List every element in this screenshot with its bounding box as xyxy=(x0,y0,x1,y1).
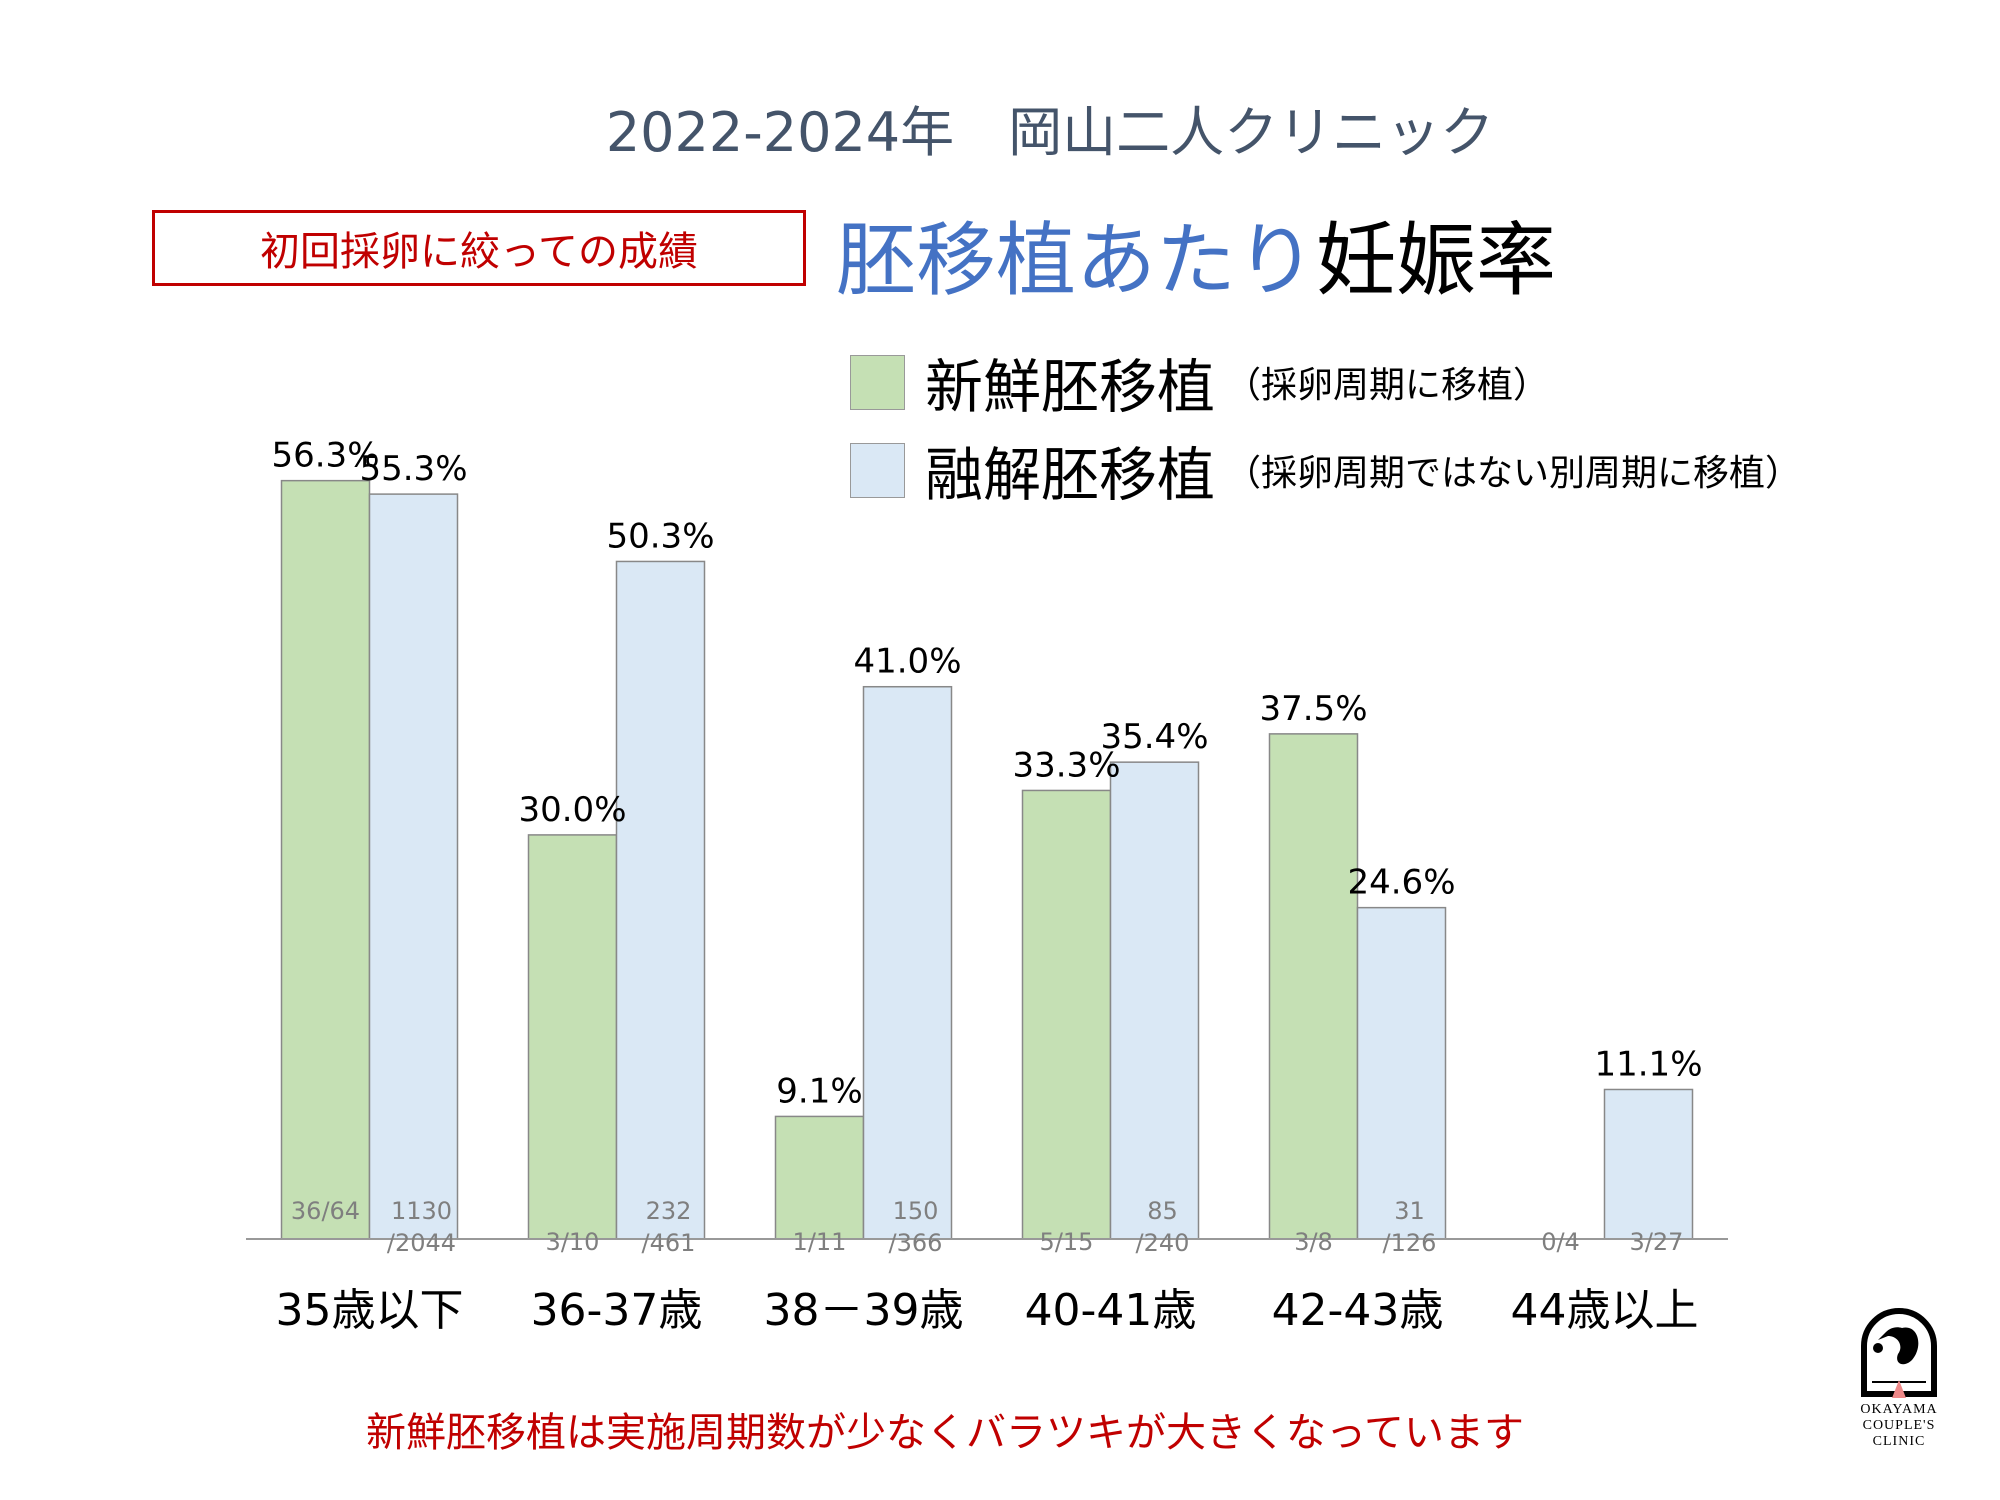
value-label-frozen-3: 35.4% xyxy=(1100,717,1208,757)
legend-sub-frozen: （採卵周期ではない別周期に移植） xyxy=(1225,453,1802,494)
value-label-frozen-1: 50.3% xyxy=(606,516,714,556)
fraction-label-frozen-0: 1130 xyxy=(391,1197,452,1225)
fraction-label-frozen-3: /240 xyxy=(1136,1229,1190,1257)
main-title: 胚移植あたり妊娠率 xyxy=(836,196,1556,312)
fraction-label-fresh-5: 0/4 xyxy=(1541,1228,1580,1256)
legend-item-frozen: 融解胚移植 （採卵周期ではない別周期に移植） xyxy=(850,428,1801,512)
legend-swatch-fresh xyxy=(850,354,905,410)
category-label-1: 36-37歳 xyxy=(531,1285,703,1336)
value-label-frozen-0: 55.3% xyxy=(359,449,467,489)
legend-sub-fresh: （採卵周期に移植） xyxy=(1225,365,1550,406)
legend-item-fresh: 新鮮胚移植 （採卵周期に移植） xyxy=(850,340,1549,424)
fraction-label-frozen-1: 232 xyxy=(646,1197,692,1225)
fraction-label-fresh-1: 3/10 xyxy=(546,1228,600,1256)
main-title-black: 妊娠率 xyxy=(1316,214,1556,307)
bar-frozen-5 xyxy=(1603,1088,1694,1240)
logo-text-line3: CLINIC xyxy=(1872,1434,1926,1449)
fraction-label-fresh-4: 3/8 xyxy=(1294,1228,1333,1256)
bar-fresh-4 xyxy=(1268,733,1359,1240)
fraction-label-fresh-2: 1/11 xyxy=(793,1228,847,1256)
logo-text-line2: COUPLE'S xyxy=(1862,1418,1936,1433)
logo-text-line1: OKAYAMA xyxy=(1860,1402,1938,1417)
legend-label-fresh: 新鮮胚移植 xyxy=(925,353,1216,421)
bar-frozen-0 xyxy=(368,493,459,1240)
legend-label-frozen: 融解胚移植 xyxy=(925,441,1216,509)
footnote: 新鮮胚移植は実施周期数が少なくバラツキが大きくなっています xyxy=(366,1410,1524,1456)
category-label-2: 38－39歳 xyxy=(764,1285,964,1336)
main-title-blue: 胚移植あたり xyxy=(836,214,1316,307)
value-label-fresh-4: 37.5% xyxy=(1259,689,1367,729)
fraction-label-frozen-5: 3/27 xyxy=(1630,1228,1684,1256)
value-label-fresh-3: 33.3% xyxy=(1012,745,1120,785)
fraction-label-frozen-2: 150 xyxy=(893,1197,939,1225)
category-label-0: 35歳以下 xyxy=(276,1285,464,1336)
value-label-fresh-0: 56.3% xyxy=(271,436,379,476)
fraction-label-frozen-4: /126 xyxy=(1383,1229,1437,1257)
bar-fresh-0 xyxy=(280,479,371,1240)
fraction-label-frozen-0: /2044 xyxy=(387,1229,456,1257)
bar-fresh-3 xyxy=(1021,789,1112,1240)
fraction-label-frozen-1: /461 xyxy=(642,1229,696,1257)
first-retrieval-note-box: 初回採卵に絞っての成績 xyxy=(152,210,806,286)
value-label-fresh-1: 30.0% xyxy=(518,790,626,830)
fraction-label-frozen-3: 85 xyxy=(1147,1197,1178,1225)
value-label-frozen-4: 24.6% xyxy=(1347,863,1455,903)
pregnancy-rate-chart: 56.3% 36/64 55.3% 1130/2044 35歳以下 30.0% 3/10 50… xyxy=(246,436,1728,1336)
bar-fresh-2 xyxy=(774,1115,865,1240)
clinic-title: 2022-2024年 岡山二人クリニック xyxy=(605,101,1495,164)
bar-fresh-1 xyxy=(527,834,618,1240)
fraction-label-frozen-4: 31 xyxy=(1394,1197,1425,1225)
bar-frozen-3 xyxy=(1109,761,1200,1240)
labels-layer: 56.3% 36/64 55.3% 1130/2044 35歳以下 30.0% 3/10 50… xyxy=(271,436,1702,1336)
fraction-label-fresh-3: 5/15 xyxy=(1040,1228,1094,1256)
fraction-label-fresh-0: 36/64 xyxy=(291,1197,360,1225)
bar-frozen-4 xyxy=(1356,906,1447,1240)
bar-frozen-1 xyxy=(615,560,706,1240)
fraction-label-frozen-2: /366 xyxy=(889,1229,943,1257)
bars-layer xyxy=(280,479,1694,1240)
category-label-3: 40-41歳 xyxy=(1025,1285,1197,1336)
value-label-frozen-5: 11.1% xyxy=(1594,1044,1702,1084)
value-label-fresh-2: 9.1% xyxy=(776,1071,862,1111)
category-label-5: 44歳以上 xyxy=(1511,1285,1699,1336)
legend-swatch-frozen xyxy=(850,442,905,498)
category-label-4: 42-43歳 xyxy=(1272,1285,1444,1336)
stork-icon xyxy=(1861,1308,1937,1398)
clinic-logo: OKAYAMA COUPLE'S CLINIC xyxy=(1858,1306,1940,1450)
bar-frozen-2 xyxy=(862,685,953,1240)
value-label-frozen-2: 41.0% xyxy=(853,642,961,682)
